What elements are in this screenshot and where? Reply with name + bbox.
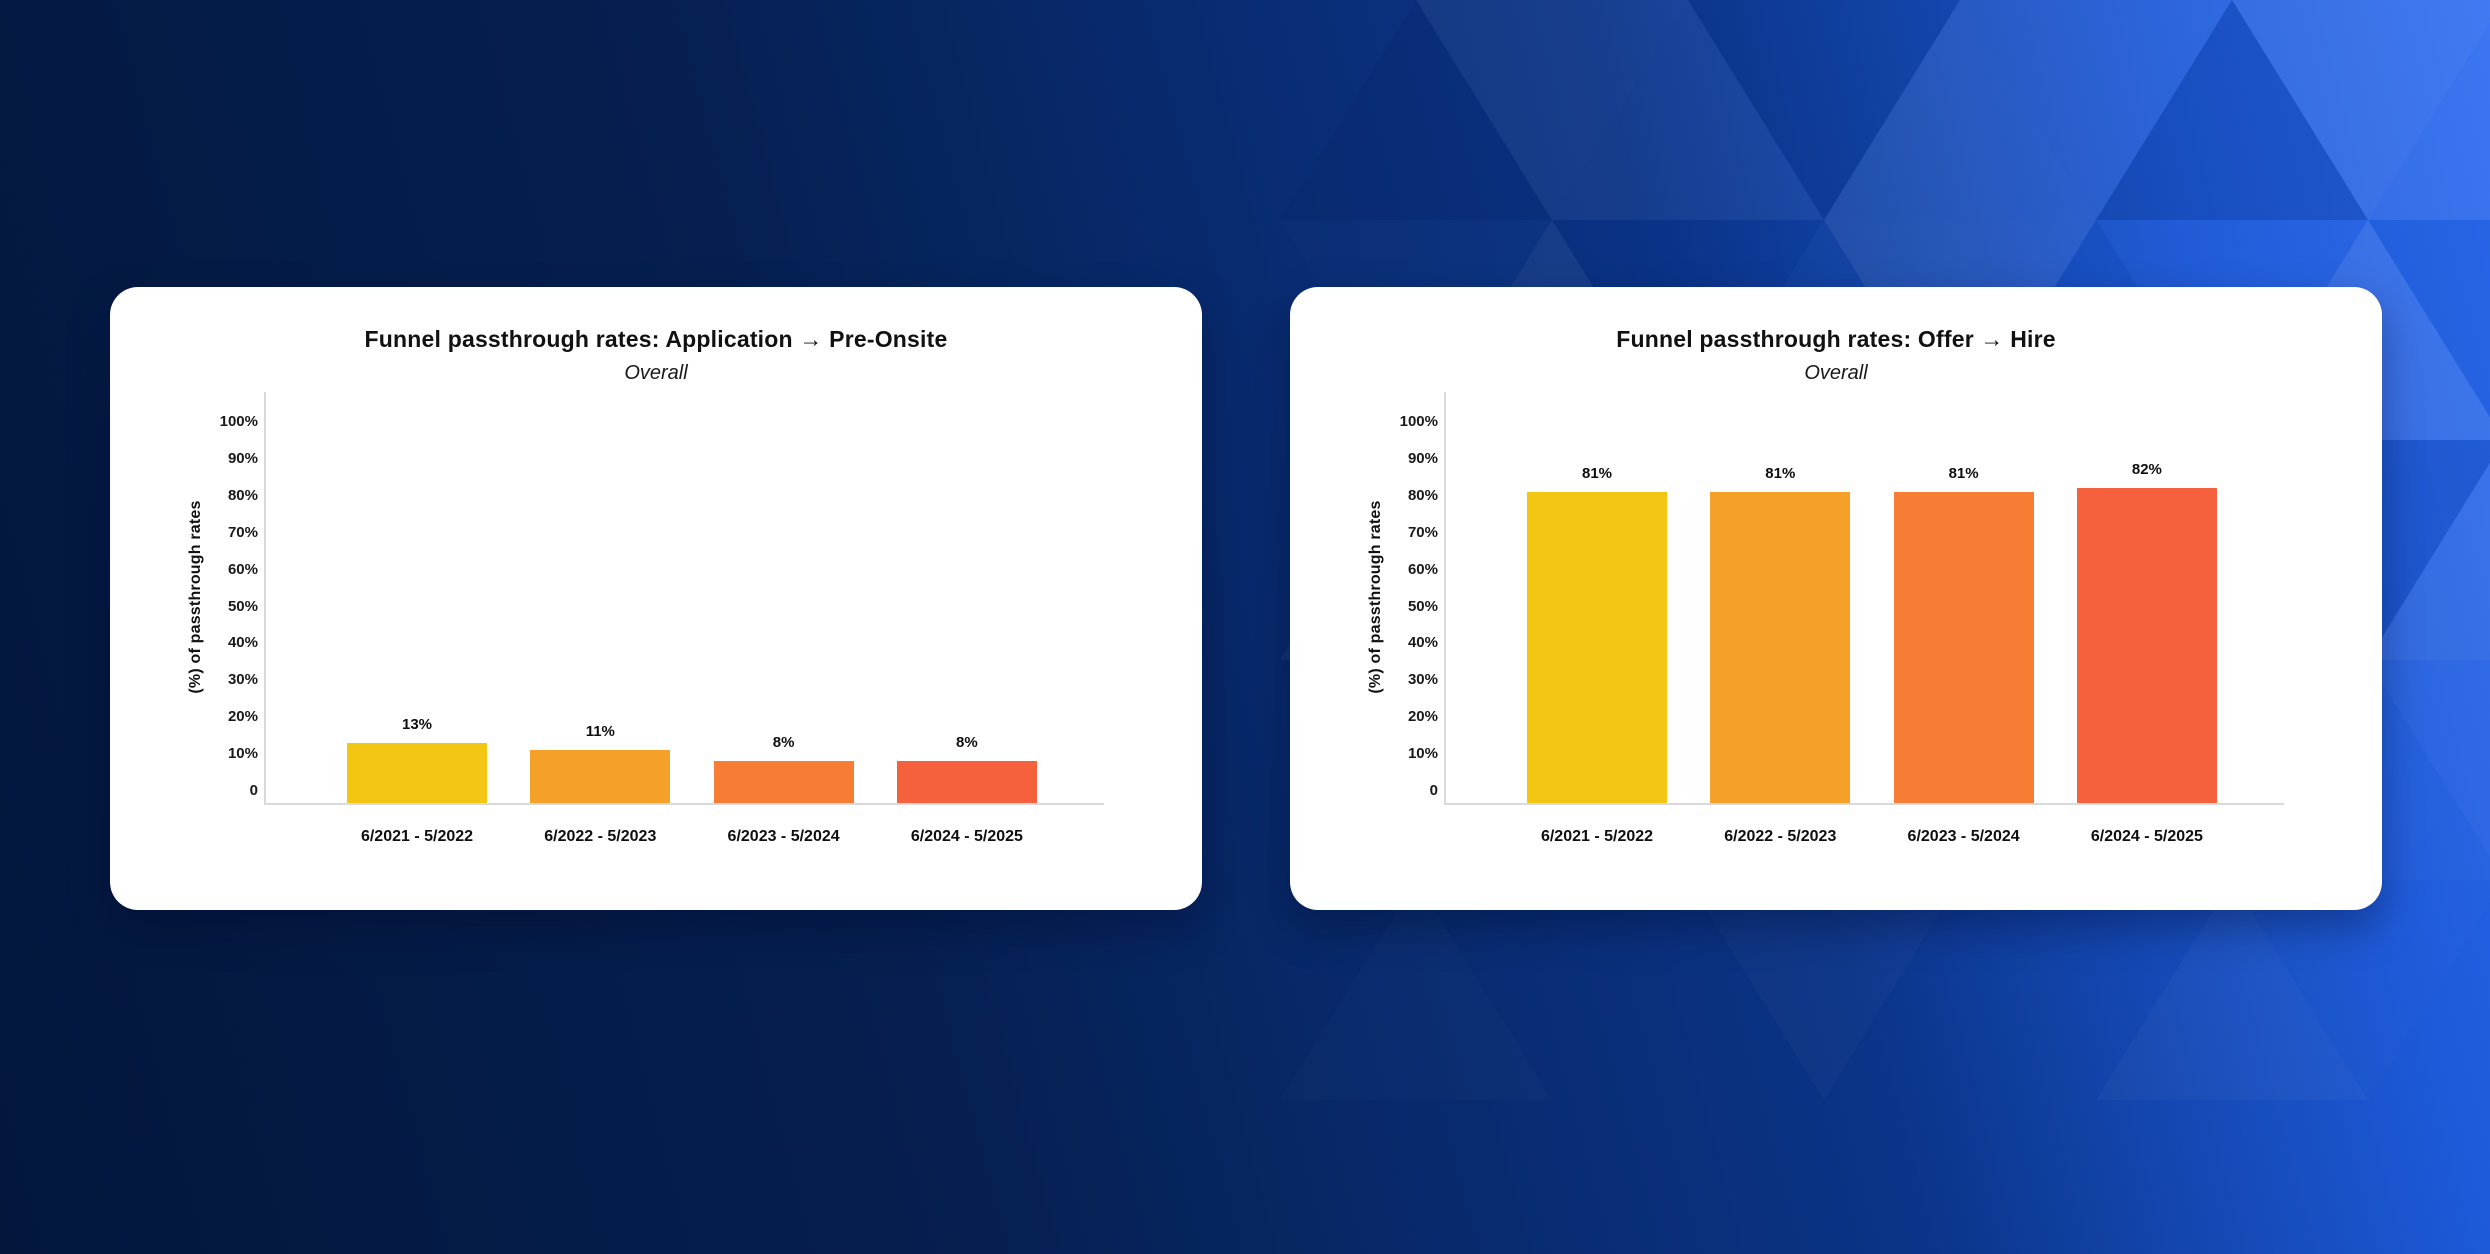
plot-area: (%) of passthrough rates 0 10% 20% 30% 40% 50… [1290, 287, 2382, 910]
bar [2076, 488, 2217, 803]
x-axis-line [1444, 803, 2284, 805]
y-tick-label: 80% [1407, 486, 1438, 504]
bar [530, 750, 671, 803]
y-axis-line [264, 392, 266, 805]
chart-card-offer-hire: Funnel passthrough rates: Offer → Hire O… [1290, 287, 2382, 910]
y-tick-label: 100% [219, 413, 258, 430]
y-tick-label: 0 [249, 782, 258, 799]
bar-value-label: 82% [2131, 461, 2162, 479]
y-tick-label: 80% [227, 486, 258, 504]
y-tick-label: 90% [1407, 449, 1438, 467]
y-tick-label: 60% [1407, 560, 1438, 578]
y-tick-label: 50% [1407, 597, 1438, 615]
chart-card-application-preonsite: Funnel passthrough rates: Application → … [110, 287, 1202, 910]
bar-value-label: 81% [1948, 465, 1979, 483]
y-tick-label: 40% [1407, 634, 1438, 652]
bar-value-label: 8% [772, 734, 795, 752]
y-tick-label: 30% [227, 671, 258, 689]
bar [896, 761, 1037, 803]
y-tick-label: 0 [1429, 782, 1438, 799]
x-axis-line [264, 803, 1104, 805]
y-tick-label: 60% [227, 560, 258, 578]
chart-subtitle: Overall [624, 362, 688, 384]
x-tick-label: 6/2022 - 5/2023 [544, 828, 657, 845]
y-axis-label: (%) of passthrough rates [187, 500, 204, 694]
chart-title: Funnel passthrough rates: Application → … [364, 326, 948, 352]
y-tick-label: 100% [1399, 413, 1438, 430]
x-tick-label: 6/2023 - 5/2024 [1907, 828, 2020, 845]
y-tick-label: 30% [1407, 671, 1438, 689]
chart-subtitle: Overall [1804, 362, 1868, 384]
y-tick-label: 70% [1407, 523, 1438, 541]
y-tick-label: 40% [227, 634, 258, 652]
bar [713, 761, 854, 803]
y-tick-label: 10% [1407, 745, 1438, 763]
bar-value-label: 11% [585, 723, 615, 741]
y-tick-label: 20% [227, 708, 258, 726]
plot-area: (%) of passthrough rates 0 10% 20% 30% 40% 50… [110, 287, 1202, 910]
y-tick-label: 70% [227, 523, 258, 541]
bar [347, 743, 487, 803]
bar [1710, 492, 1851, 803]
bar [1527, 492, 1667, 803]
y-tick-label: 90% [227, 449, 258, 467]
chart-title: Funnel passthrough rates: Offer → Hire [1616, 326, 2056, 352]
y-tick-label: 50% [227, 597, 258, 615]
x-tick-label: 6/2021 - 5/2022 [360, 828, 474, 845]
y-axis-line [1444, 392, 1446, 805]
y-tick-label: 10% [227, 745, 258, 763]
bar [1893, 492, 2034, 803]
x-tick-label: 6/2022 - 5/2023 [1724, 828, 1837, 845]
y-axis-label: (%) of passthrough rates [1367, 500, 1384, 694]
bar-value-label: 81% [1765, 465, 1796, 483]
y-tick-label: 20% [1407, 708, 1438, 726]
x-tick-label: 6/2021 - 5/2022 [1540, 828, 1654, 845]
x-tick-label: 6/2023 - 5/2024 [727, 828, 840, 845]
x-tick-label: 6/2024 - 5/2025 [910, 828, 1023, 845]
bar-value-label: 13% [401, 716, 433, 734]
bar-value-label: 81% [1581, 465, 1613, 483]
x-tick-label: 6/2024 - 5/2025 [2090, 828, 2203, 845]
bar-value-label: 8% [956, 734, 978, 752]
